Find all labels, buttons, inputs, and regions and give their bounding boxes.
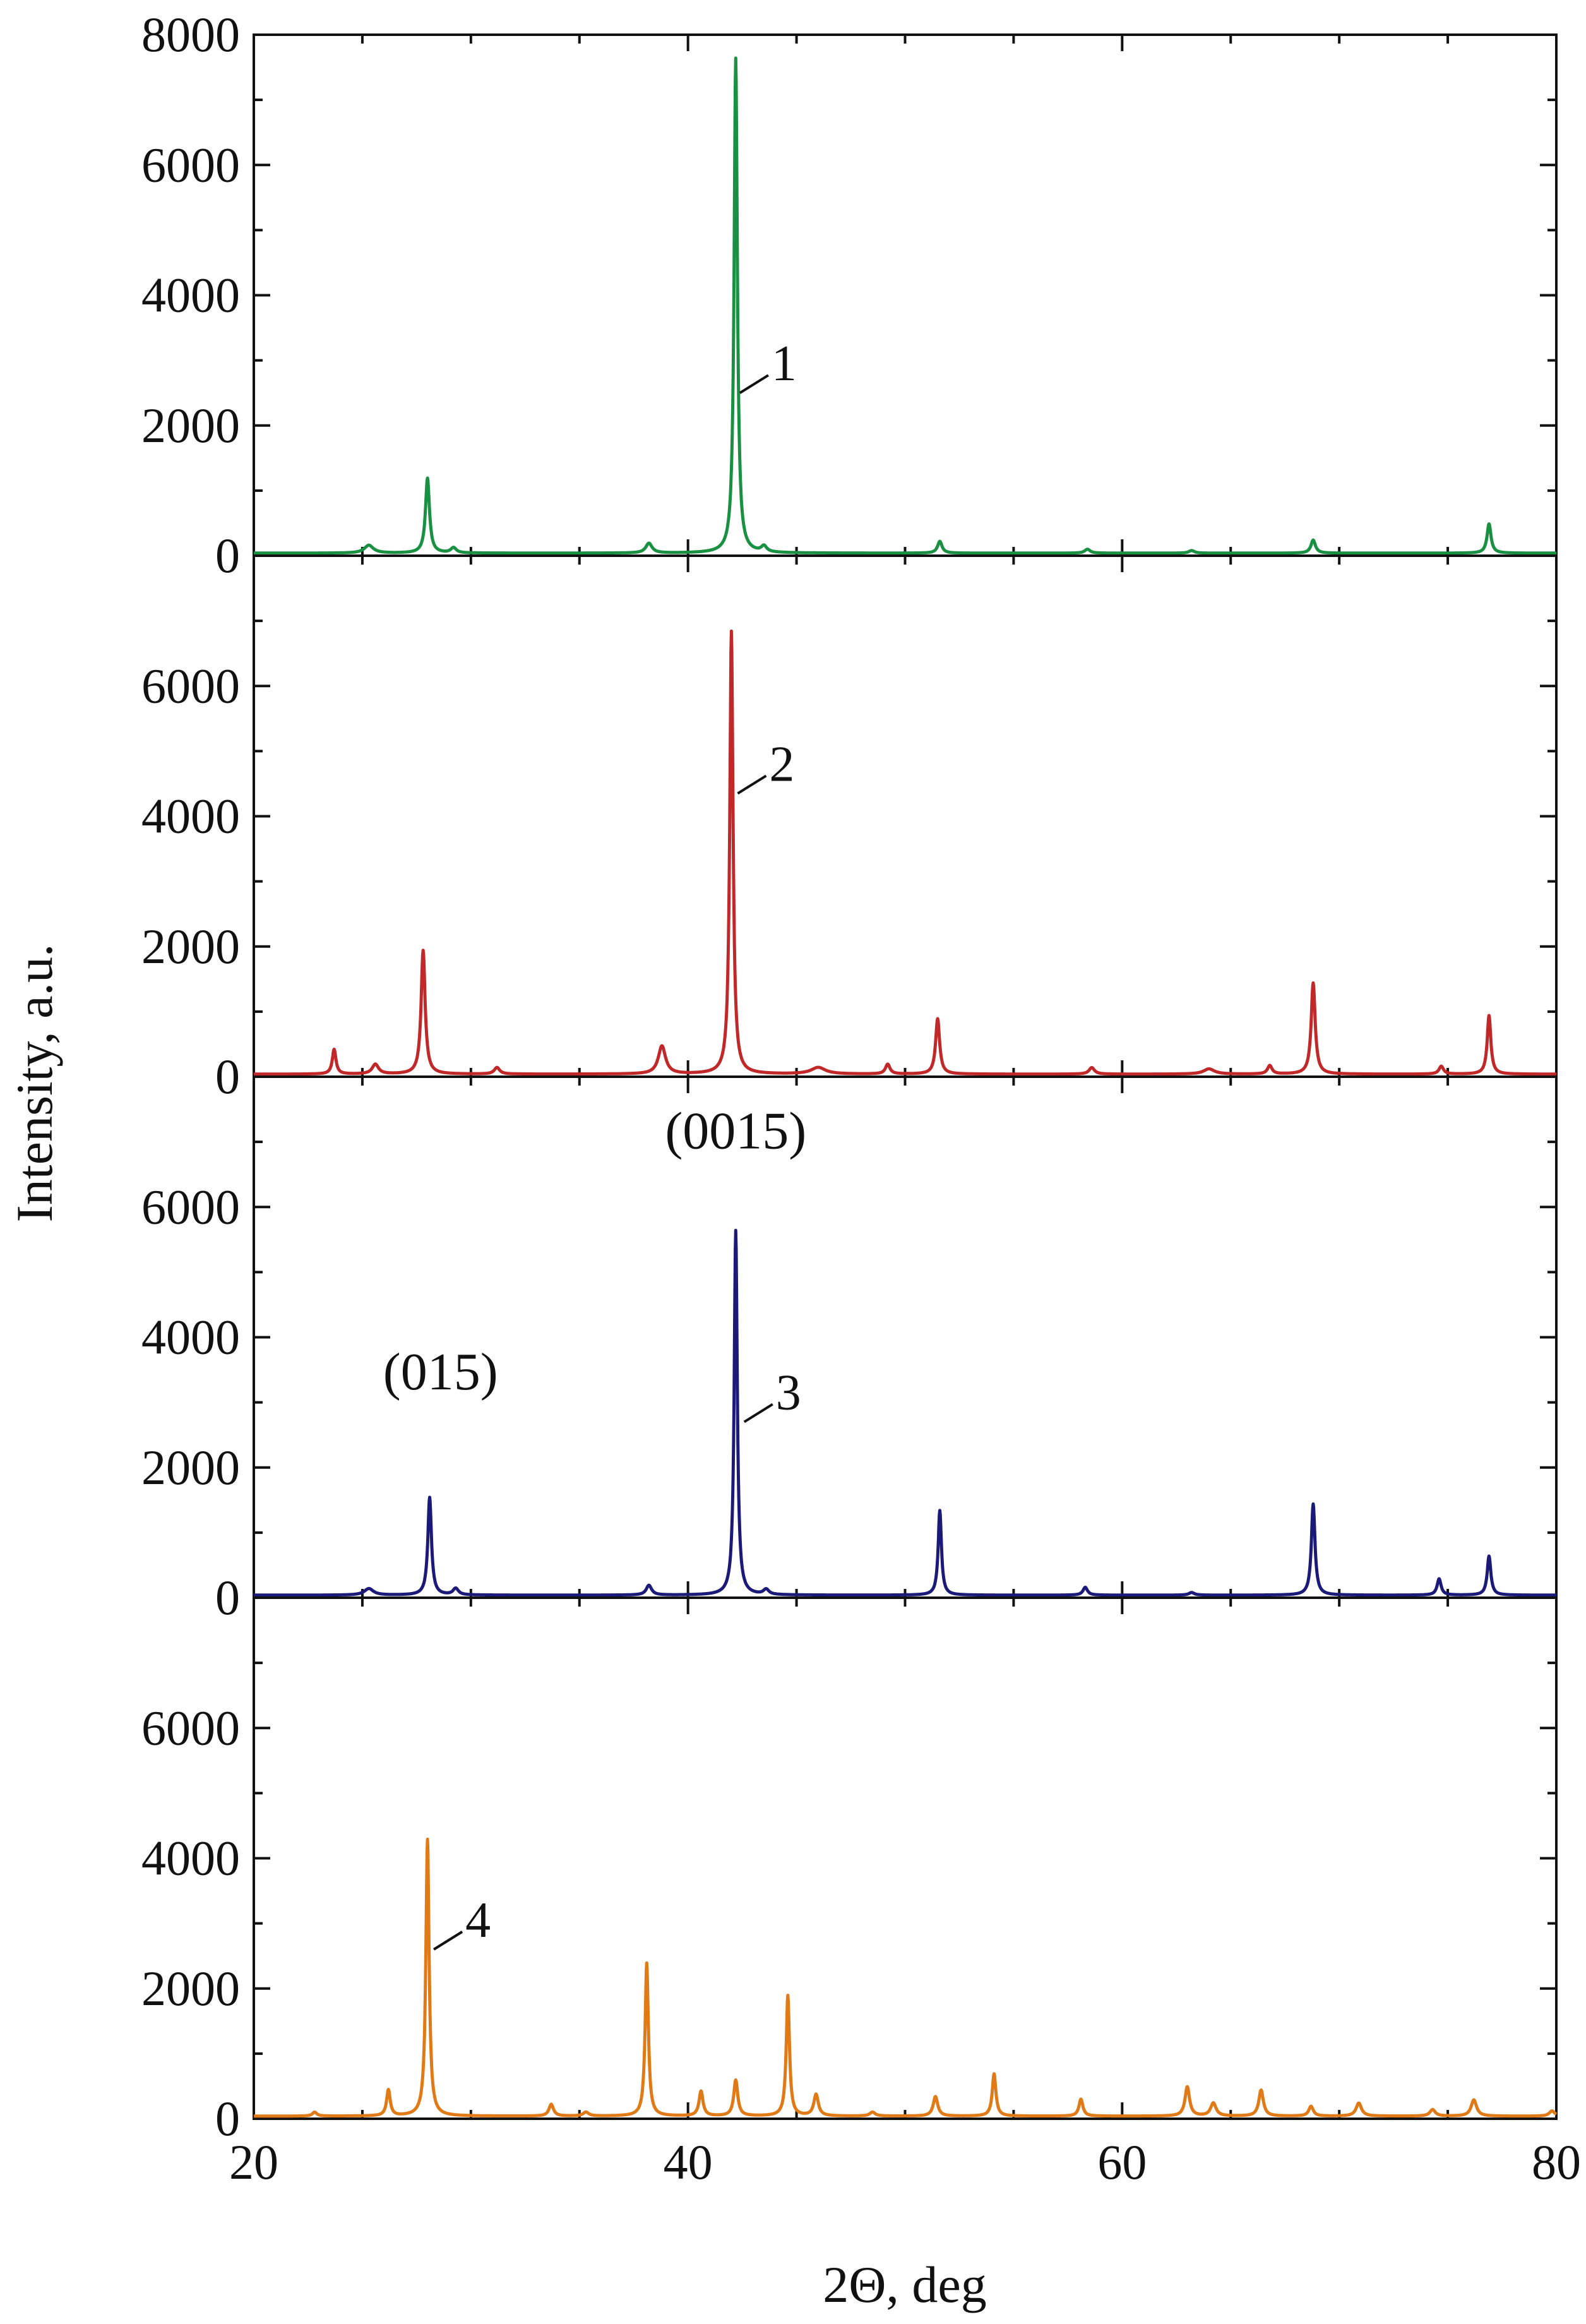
y-tick-label: 6000	[141, 1179, 240, 1234]
curve-label-leader	[743, 1403, 773, 1423]
peak-annotation: (015)	[383, 1343, 498, 1401]
x-axis-title: 2Θ, deg	[823, 2256, 987, 2313]
y-axis-title: Intensity, a.u.	[6, 943, 63, 1222]
x-tick-label: 60	[1097, 2135, 1147, 2189]
panel-3: 0 2000 4000 6000 3 (0015) (015)	[141, 1075, 1558, 1625]
y-tick-label: 0	[215, 2091, 240, 2146]
panel-2: 0 2000 4000 6000 2	[141, 554, 1558, 1104]
panel-frame	[253, 33, 1558, 557]
y-tick-label: 4000	[141, 268, 240, 323]
y-tick-label: 0	[215, 528, 240, 583]
y-tick-label: 4000	[141, 1310, 240, 1365]
y-tick-label: 8000	[141, 7, 240, 62]
curve-1	[253, 56, 1558, 555]
y-tick-label: 0	[215, 1570, 240, 1625]
y-tick-label: 2000	[141, 919, 240, 974]
x-tick-label: 40	[664, 2135, 713, 2189]
y-tick-label: 0	[215, 1049, 240, 1104]
x-tick-label: 20	[229, 2135, 278, 2189]
y-tick-label: 4000	[141, 1831, 240, 1886]
panel-1: 0 2000 4000 6000 8000 1	[141, 7, 1558, 583]
y-tick-label: 6000	[141, 1700, 240, 1755]
y-tick-label: 6000	[141, 137, 240, 192]
curve-label-leader	[739, 374, 769, 394]
curve-label-leader	[737, 774, 767, 795]
panel-frame	[253, 1596, 1558, 2120]
panel-frame	[253, 554, 1558, 1078]
curve-label-4: 4	[465, 1893, 491, 1948]
curve-label-leader	[433, 1931, 463, 1951]
y-tick-label: 2000	[141, 1440, 240, 1495]
curve-label-1: 1	[772, 336, 797, 392]
y-tick-label: 4000	[141, 789, 240, 844]
curve-label-2: 2	[769, 736, 794, 792]
y-tick-label: 2000	[141, 398, 240, 453]
panel-4: 0 2000 4000 6000 4 20 40 60 80	[141, 1596, 1581, 2189]
curve-4	[253, 1837, 1558, 2118]
x-tick-label: 80	[1532, 2135, 1581, 2189]
curve-3	[253, 1228, 1558, 1597]
y-tick-label: 6000	[141, 658, 240, 713]
curve-2	[253, 629, 1558, 1076]
y-tick-label: 2000	[141, 1961, 240, 2016]
curve-label-3: 3	[776, 1365, 801, 1421]
peak-annotation: (0015)	[665, 1101, 806, 1160]
panel-frame	[253, 1075, 1558, 1599]
